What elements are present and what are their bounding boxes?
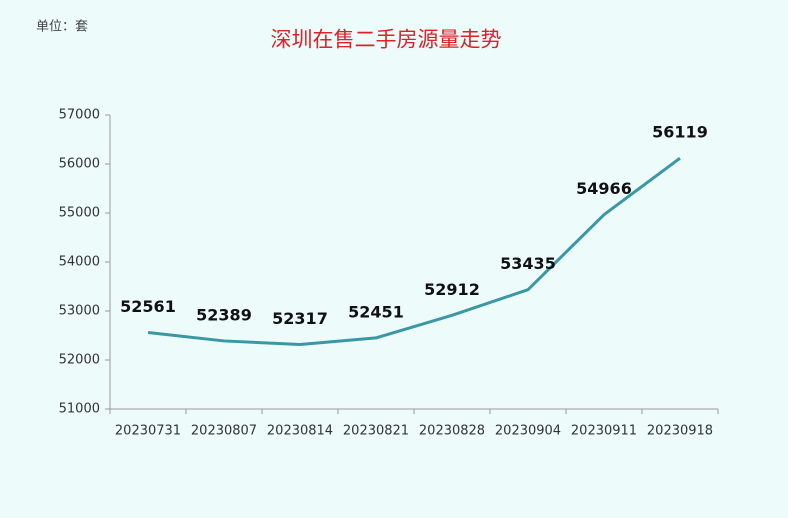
x-tick-label: 20230911 xyxy=(571,424,637,439)
y-tick-label: 51000 xyxy=(59,402,100,417)
unit-label: 单位：套 xyxy=(36,19,88,35)
value-label: 52389 xyxy=(196,305,252,324)
x-tick-label: 20230918 xyxy=(647,424,713,439)
x-tick-label: 20230807 xyxy=(191,424,257,439)
chart-title: 深圳在售二手房源量走势 xyxy=(271,28,502,52)
x-tick-label: 20230904 xyxy=(495,424,561,439)
value-label: 52912 xyxy=(424,280,480,299)
value-label: 52317 xyxy=(272,309,328,328)
y-tick-label: 52000 xyxy=(59,353,100,368)
y-tick-label: 55000 xyxy=(59,206,100,221)
value-label: 53435 xyxy=(500,254,556,273)
y-tick-label: 56000 xyxy=(59,157,100,172)
x-tick-label: 20230814 xyxy=(267,424,333,439)
x-tick-label: 20230731 xyxy=(115,424,181,439)
y-tick-label: 54000 xyxy=(59,255,100,270)
y-tick-label: 57000 xyxy=(59,108,100,123)
value-label: 56119 xyxy=(652,123,708,142)
x-tick-label: 20230828 xyxy=(419,424,485,439)
value-label: 54966 xyxy=(576,179,632,198)
y-tick-label: 53000 xyxy=(59,304,100,319)
value-label: 52451 xyxy=(348,302,404,321)
value-label: 52561 xyxy=(120,297,176,316)
line xyxy=(147,156,681,346)
x-tick-label: 20230821 xyxy=(343,424,409,439)
